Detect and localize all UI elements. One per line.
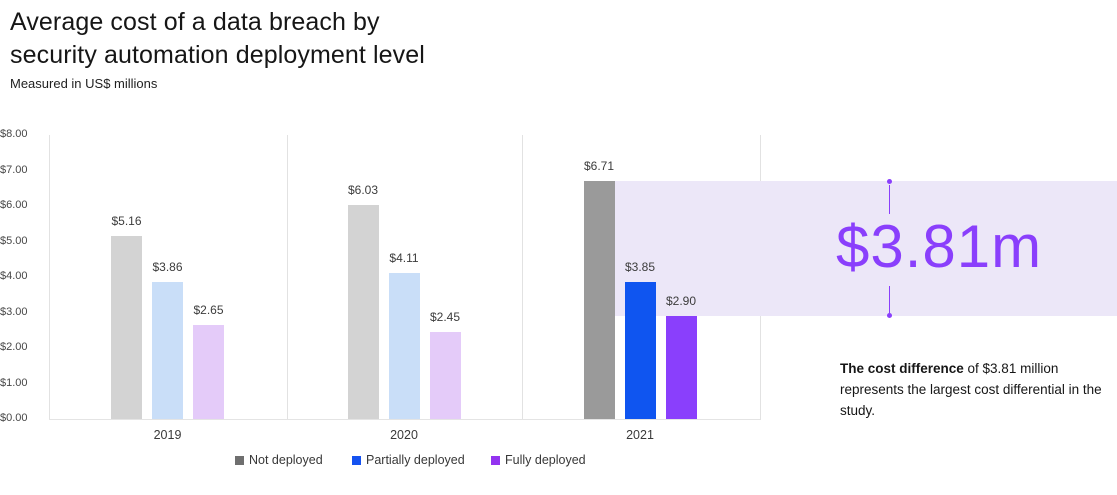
y-tick-label: $5.00 bbox=[0, 234, 28, 247]
legend-swatch-fully-deployed-icon bbox=[491, 455, 500, 465]
indicator-dot-top bbox=[887, 178, 892, 184]
bar-2019-fully-deployed bbox=[193, 324, 224, 419]
legend-swatch-partially-deployed-icon bbox=[352, 455, 361, 465]
legend-item-not-deployed: Not deployed bbox=[235, 453, 323, 467]
bar-2021-partially-deployed bbox=[624, 282, 656, 419]
y-tick-label: $0.00 bbox=[0, 412, 28, 424]
bar-value-label-2021-not-deployed: $6.71 bbox=[583, 158, 615, 173]
bar-2021-fully-deployed bbox=[665, 316, 697, 419]
bar-2020-not-deployed bbox=[347, 204, 379, 419]
y-tick-label: $8.00 bbox=[0, 128, 28, 140]
chart-title-line1: Average cost of a data breach by bbox=[10, 8, 380, 36]
bar-value-label-2019-fully-deployed: $2.65 bbox=[193, 302, 224, 317]
annotation-note: The cost difference of $3.81 million rep… bbox=[840, 358, 1102, 421]
cost-difference-value: $3.81m bbox=[836, 213, 1043, 280]
chart-title-line2: security automation deployment level bbox=[10, 41, 425, 69]
y-tick-label: $4.00 bbox=[0, 270, 28, 282]
y-tick-label: $3.00 bbox=[0, 305, 28, 318]
bar-value-label-2020-not-deployed: $6.03 bbox=[347, 182, 379, 197]
indicator-line-top bbox=[889, 184, 890, 215]
legend-item-partially-deployed: Partially deployed bbox=[352, 453, 465, 467]
y-tick-label: $7.00 bbox=[0, 163, 28, 176]
group-separator-0 bbox=[49, 135, 50, 420]
legend-label-not-deployed: Not deployed bbox=[249, 453, 323, 467]
bar-value-label-2019-not-deployed: $5.16 bbox=[111, 213, 142, 228]
indicator-line-bottom bbox=[889, 286, 890, 314]
group-separator-2 bbox=[522, 135, 523, 420]
bar-value-label-2020-partially-deployed: $4.11 bbox=[389, 251, 419, 266]
legend-label-partially-deployed: Partially deployed bbox=[366, 453, 465, 467]
legend-label-fully-deployed: Fully deployed bbox=[505, 453, 586, 467]
x-axis-line bbox=[49, 419, 760, 420]
y-tick-label: $1.00 bbox=[0, 376, 28, 389]
annotation-note-bold: The cost difference bbox=[840, 360, 964, 376]
legend-swatch-not-deployed-icon bbox=[235, 455, 244, 465]
bar-value-label-2021-fully-deployed: $2.90 bbox=[665, 294, 697, 309]
bar-value-label-2019-partially-deployed: $3.86 bbox=[152, 259, 183, 274]
group-separator-1 bbox=[287, 135, 288, 420]
bar-2020-fully-deployed bbox=[429, 332, 461, 419]
bar-value-label-2020-fully-deployed: $2.45 bbox=[429, 310, 461, 325]
y-tick-label: $2.00 bbox=[0, 341, 28, 353]
cost-difference-band bbox=[614, 180, 1117, 317]
bar-value-label-2021-partially-deployed: $3.85 bbox=[624, 260, 656, 275]
indicator-dot-bottom bbox=[887, 313, 892, 319]
bar-2021-not-deployed bbox=[583, 180, 615, 419]
y-tick-label: $6.00 bbox=[0, 199, 28, 211]
bar-2020-partially-deployed bbox=[388, 273, 420, 419]
bar-2019-partially-deployed bbox=[152, 281, 183, 419]
x-category-label-2020: 2020 bbox=[390, 428, 418, 442]
chart-title: Average cost of a data breach by security… bbox=[10, 6, 425, 72]
chart-subtitle: Measured in US$ millions bbox=[10, 76, 158, 91]
annotation-note-rest: of $3.81 million represents the largest … bbox=[840, 360, 1102, 418]
x-category-label-2021: 2021 bbox=[626, 428, 654, 442]
bar-2019-not-deployed bbox=[111, 235, 142, 419]
x-category-label-2019: 2019 bbox=[153, 428, 182, 442]
legend-item-fully-deployed: Fully deployed bbox=[491, 453, 586, 467]
